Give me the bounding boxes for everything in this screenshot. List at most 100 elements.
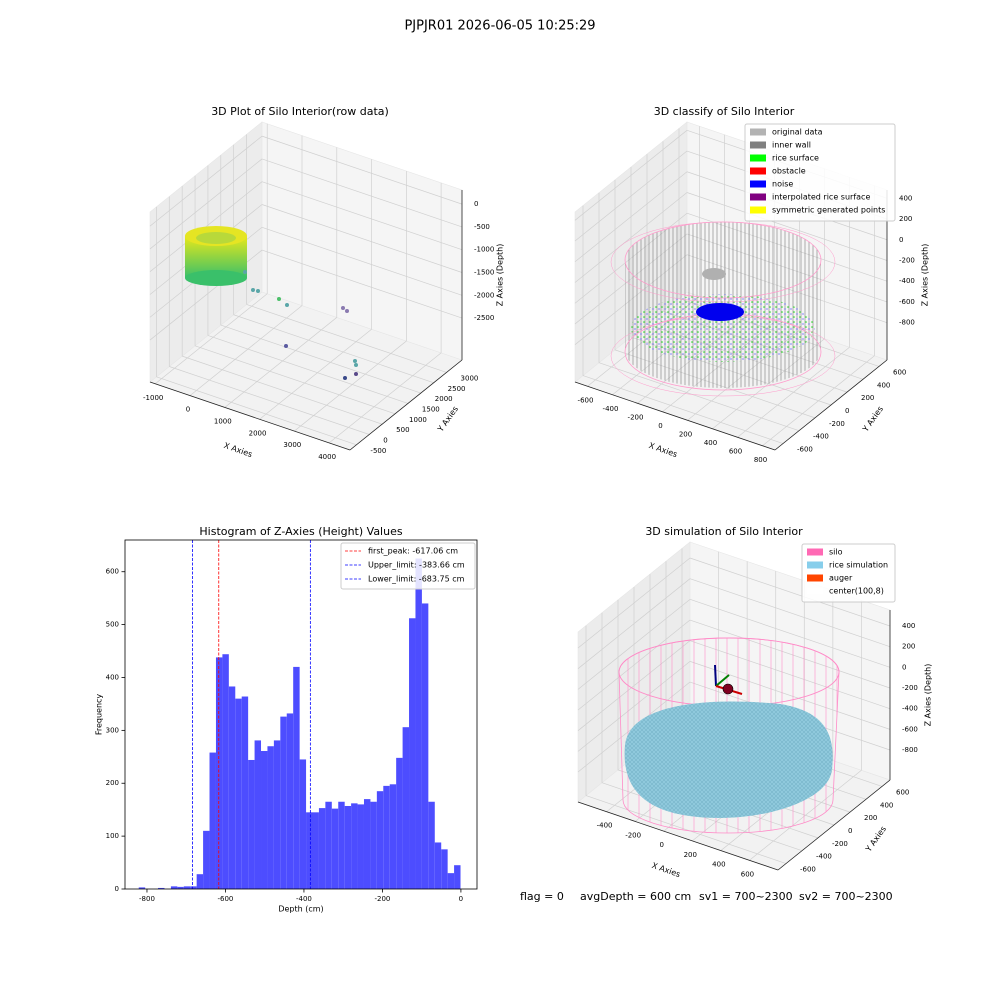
bar [248,759,255,889]
bar [441,849,448,889]
x-tick-label: 0 [659,841,663,849]
bar [228,686,236,889]
annotation: avgDepth = 600 cm [580,890,691,903]
y-tick-label: 500 [106,621,119,629]
bar [306,812,313,889]
grid-line [689,578,891,648]
legend-swatch [750,206,766,214]
legend-label: Lower_limit: -683.75 cm [368,575,465,584]
grid-line [261,135,463,205]
z-tick-label: -400 [899,277,915,285]
z-tick-label: -600 [902,725,918,733]
grid-line [207,335,409,404]
bar [177,886,184,889]
annotation: sv2 = 700~2300 [799,890,893,903]
x-axis-label: Depth (cm) [278,905,323,914]
grid-line [689,599,891,668]
z-axis-label: Z Axies (Depth) [496,244,505,307]
x-axis [574,381,776,451]
legend-label: noise [772,180,793,189]
x-tick-label: -600 [218,895,234,903]
legend-swatch [750,141,766,149]
grid-line [574,130,688,221]
bar [196,874,204,889]
y-tick-label: 500 [396,426,409,434]
y-tick-label: -200 [832,840,848,848]
y-tick-label: 0 [848,827,852,835]
y-tick-label: 2000 [435,395,453,403]
z-tick-label: 0 [474,200,478,208]
bar [280,716,287,889]
bar [402,727,410,889]
x-axis [149,381,351,451]
legend-label: symmetric generated points [772,206,885,215]
grid-line [577,599,691,690]
legend-swatch [750,180,766,188]
subplot-title: 3D classify of Silo Interior [654,105,795,118]
bar [344,805,352,889]
grid-line [156,376,357,446]
classify-cloud [610,221,836,397]
grid-line [577,557,691,649]
x-tick-label: 0 [459,895,463,903]
z-axis-label: Z Axies (Depth) [924,664,933,727]
legend-label: rice simulation [829,561,888,570]
legend-swatch [807,548,823,556]
bar [421,603,429,889]
grid-line [149,158,263,250]
x-tick-label: 800 [754,456,767,464]
legend-swatch [750,154,766,162]
grid-line [577,578,691,669]
grid-line [259,328,372,420]
z-tick-label: -200 [902,684,918,692]
y-tick-label: 0 [845,407,849,415]
y-tick-label: 100 [106,832,119,840]
grid-line [233,314,434,384]
x-tick-label: -200 [374,895,390,903]
simulation [618,637,840,834]
z-tick-label: 200 [902,643,915,651]
bar [409,618,416,889]
z-tick-label: -800 [902,746,918,754]
bar [267,746,274,889]
grid-line [574,171,688,263]
y-tick-label: 0 [383,436,387,444]
bar [261,750,268,889]
x-tick-label: 1000 [214,417,232,425]
bar [312,812,319,889]
bar [138,887,146,889]
x-tick-label: -600 [578,396,594,404]
x-tick-label: -400 [296,895,312,903]
bar [434,842,442,889]
legend-layer: original data inner wall rice surface obsta… [340,123,896,603]
bar [209,752,216,889]
grid-line [261,249,463,319]
legend-box [801,543,896,603]
x-tick-label: -1000 [143,394,163,402]
bar [428,801,435,889]
bar [170,886,178,889]
x-tick-label: 3000 [283,441,301,449]
y-tick-label: 300 [106,726,119,734]
z-tick-label: -400 [902,705,918,713]
legend-label: silo [829,548,843,557]
y-tick-label: 200 [861,394,874,402]
z-tick-label: 400 [899,194,912,202]
y-tick-label: 600 [896,788,909,796]
y-tick-label: -400 [816,853,832,861]
legend-swatch [807,587,823,595]
legend-label: rice surface [772,154,819,163]
legend-box [744,123,896,222]
bar [351,803,358,889]
grid-line [246,304,447,373]
z-tick-label: -2000 [474,291,494,299]
grid-line [574,192,688,283]
grid-line [189,305,303,396]
legend-label: inner wall [772,141,811,150]
subplot-title: Histogram of Z-Axies (Height) Values [199,525,402,538]
legend-swatch [750,128,766,136]
x-tick-label: 400 [712,861,725,869]
x-tick-label: 0 [658,422,662,430]
legend-swatch [750,193,766,201]
subplot-title: 3D Plot of Silo Interior(row data) [211,105,389,118]
